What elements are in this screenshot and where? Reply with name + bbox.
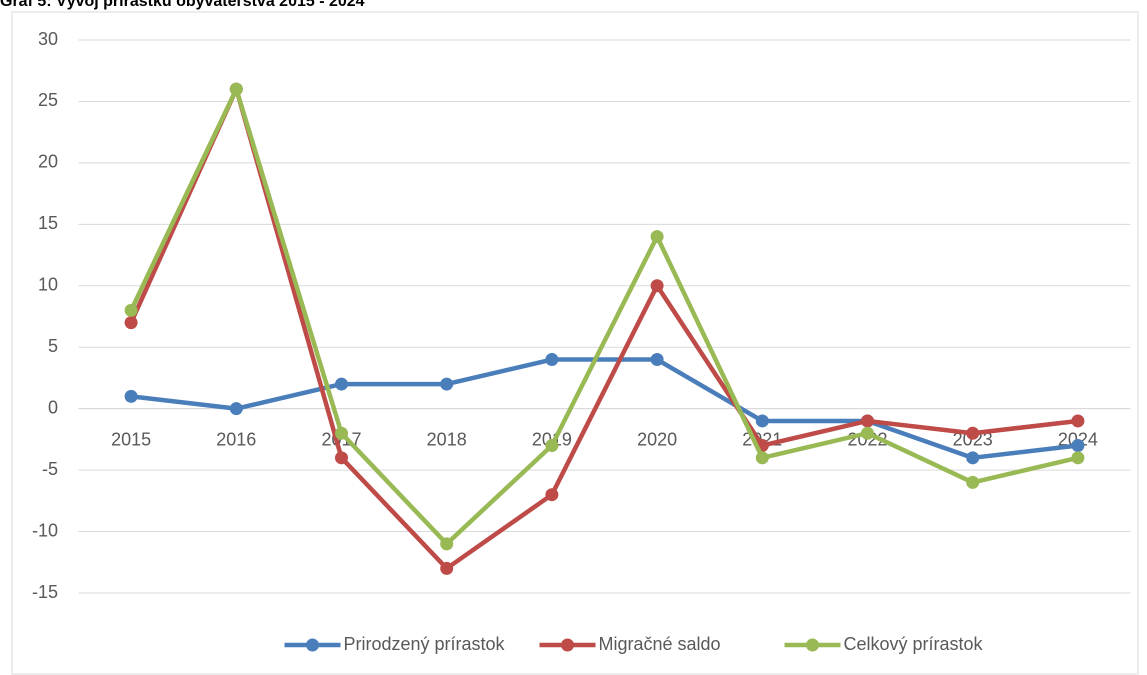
data-point (335, 426, 348, 440)
data-point (545, 439, 559, 453)
y-tick-label: 25 (38, 90, 58, 110)
data-point (545, 353, 559, 367)
data-point (755, 414, 769, 428)
y-tick-label: -15 (32, 582, 58, 602)
data-point (335, 377, 348, 391)
series-line (130, 357, 1079, 461)
legend-label: Prirodzený prírastok (344, 634, 506, 654)
series-line (129, 86, 1079, 547)
series-line (129, 86, 1079, 571)
data-point (861, 414, 874, 428)
y-tick-label: 20 (38, 152, 58, 172)
y-tick-label: 0 (48, 397, 58, 417)
data-point (335, 451, 348, 465)
y-tick-label: 15 (38, 213, 58, 233)
x-tick-label: 2020 (637, 429, 677, 449)
chart-frame (11, 11, 1139, 675)
x-tick-label: 2015 (111, 429, 151, 449)
data-point (440, 561, 454, 575)
data-point (861, 426, 874, 440)
data-point (440, 377, 454, 391)
y-tick-label: -5 (42, 459, 58, 479)
data-point (650, 230, 664, 244)
data-point (755, 451, 769, 465)
x-tick-label: 2018 (427, 429, 467, 449)
legend-marker (561, 638, 574, 652)
y-tick-label: 5 (48, 336, 58, 356)
chart-title: Graf 5: Vývoj prírastku obyvateľstva 201… (0, 0, 365, 10)
y-tick-label: -10 (32, 520, 58, 540)
data-point (1071, 451, 1085, 465)
legend-label: Migračné saldo (599, 634, 721, 654)
data-point (124, 389, 138, 403)
legend-marker (306, 638, 319, 652)
y-tick-label: 30 (38, 29, 58, 49)
data-point (229, 82, 243, 96)
x-tick-label: 2016 (216, 429, 256, 449)
data-point (966, 426, 980, 440)
data-point (440, 537, 454, 551)
legend-label: Celkový prírastok (844, 634, 984, 654)
data-point (650, 353, 664, 367)
data-point (124, 316, 138, 330)
data-point (966, 451, 980, 465)
data-point (1071, 439, 1085, 453)
data-point (229, 402, 243, 416)
legend-marker (806, 638, 819, 652)
y-tick-label: 10 (38, 275, 58, 295)
data-point (966, 475, 980, 489)
data-point (1071, 414, 1085, 428)
title-backdrop (0, 0, 560, 11)
data-point (545, 488, 559, 502)
data-point (124, 303, 138, 317)
data-point (650, 279, 664, 293)
